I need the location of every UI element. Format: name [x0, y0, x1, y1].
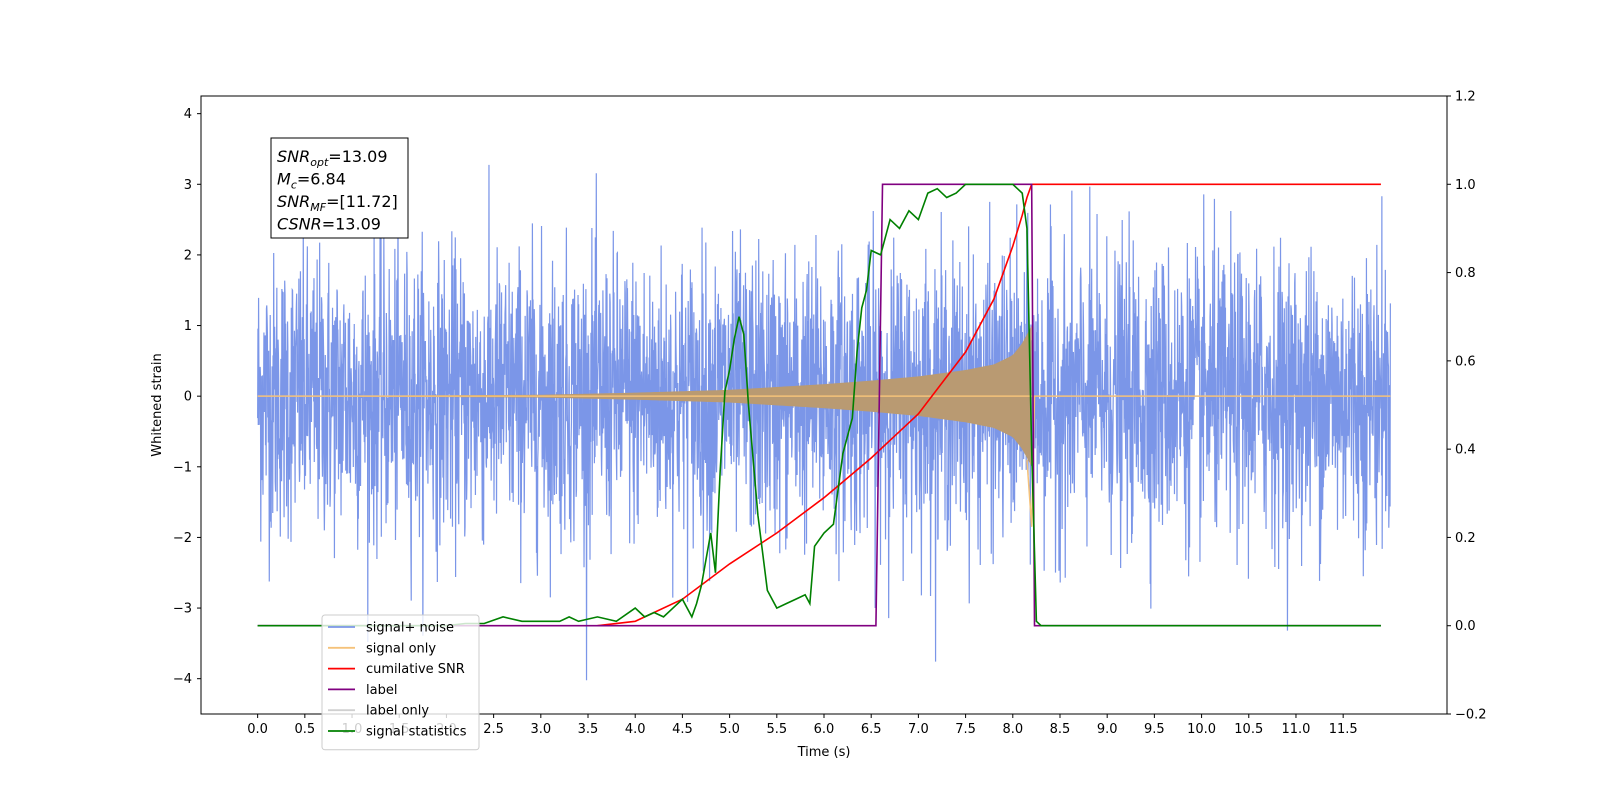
y2-tick-label: 0.6 [1455, 354, 1476, 369]
x-tick-label: 0.5 [294, 722, 315, 737]
x-tick-label: 4.0 [625, 722, 646, 737]
info-line: SNRMF=[11.72] [277, 192, 398, 214]
x-tick-label: 9.0 [1097, 722, 1118, 737]
x-tick-label: 3.0 [530, 722, 551, 737]
y-tick-label: 3 [184, 178, 192, 193]
x-tick-label: 7.5 [955, 722, 976, 737]
x-tick-label: 7.0 [908, 722, 929, 737]
y2-tick-label: 0.8 [1455, 266, 1476, 281]
legend-label: label [366, 683, 397, 698]
y-tick-label: 4 [184, 107, 192, 122]
x-tick-label: 11.0 [1281, 722, 1310, 737]
x-tick-label: 5.0 [719, 722, 740, 737]
x-tick-label: 3.5 [578, 722, 599, 737]
legend-label: cumilative SNR [366, 662, 465, 677]
x-tick-label: 8.5 [1050, 722, 1071, 737]
y-tick-label: −3 [173, 602, 192, 617]
y2-tick-label: −0.2 [1455, 708, 1487, 723]
series-lines [257, 183, 1381, 627]
y-axis-right: −0.2 0.0 0.2 0.4 0.6 0.8 1.0 1.2 [1447, 90, 1487, 723]
x-tick-label: 2.5 [483, 722, 504, 737]
x-tick-label: 4.5 [672, 722, 693, 737]
x-tick-label: 9.5 [1144, 722, 1165, 737]
x-tick-label: 11.5 [1329, 722, 1358, 737]
y-tick-label: 0 [184, 390, 192, 405]
legend-label: signal+ noise [366, 621, 454, 636]
x-tick-label: 0.0 [247, 722, 268, 737]
legend: signal+ noise signal only cumilative SNR la… [321, 614, 480, 751]
y2-tick-label: 1.2 [1455, 90, 1476, 105]
y2-tick-label: 0.4 [1455, 443, 1476, 458]
info-line: CSNR=13.09 [277, 215, 381, 234]
y-tick-label: 1 [184, 319, 192, 334]
y-axis-label: Whitened strain [150, 353, 165, 456]
x-tick-label: 8.0 [1002, 722, 1023, 737]
info-box-frame [270, 137, 409, 239]
legend-label: signal only [366, 641, 436, 656]
signal-plus-noise-line [257, 164, 1391, 681]
x-tick-label: 6.0 [814, 722, 835, 737]
y-axis-left: −4 −3 −2 −1 0 1 2 3 4 [173, 107, 201, 687]
x-axis-label: Time (s) [797, 745, 851, 760]
info-line: Mc=6.84 [277, 170, 346, 192]
x-tick-label: 6.5 [861, 722, 882, 737]
series-signal-statistics [257, 183, 1381, 627]
y-tick-label: 2 [184, 248, 192, 263]
x-tick-label: 10.0 [1187, 722, 1216, 737]
y2-tick-label: 0.0 [1455, 619, 1476, 634]
y2-tick-label: 1.0 [1455, 178, 1476, 193]
series-signal-plus-noise [257, 164, 1391, 681]
y2-tick-label: 0.2 [1455, 531, 1476, 546]
legend-label: signal statistics [366, 725, 467, 740]
x-tick-label: 10.5 [1234, 722, 1263, 737]
legend-frame [321, 614, 480, 751]
y-tick-label: −2 [173, 531, 192, 546]
info-box: SNRopt=13.09Mc=6.84SNRMF=[11.72]CSNR=13.… [270, 137, 409, 239]
info-line: SNRopt=13.09 [277, 147, 388, 169]
y-tick-label: −1 [173, 460, 192, 475]
series-cumilative-snr [597, 183, 1381, 627]
x-tick-label: 5.5 [766, 722, 787, 737]
legend-label: label only [366, 704, 429, 719]
y-tick-label: −4 [173, 672, 192, 687]
